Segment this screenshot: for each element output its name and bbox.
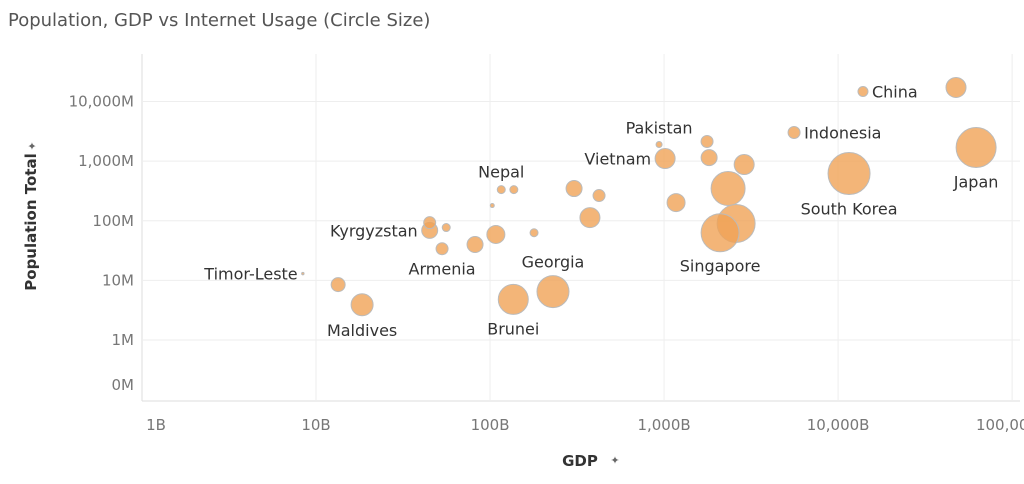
bubble xyxy=(700,213,740,253)
point-label: Nepal xyxy=(478,163,524,182)
bubble xyxy=(496,185,506,195)
bubble xyxy=(497,283,529,315)
bubble xyxy=(733,154,755,176)
pin-icon: ✦ xyxy=(26,141,39,150)
bubble xyxy=(529,228,539,238)
bubble xyxy=(700,149,718,167)
x-tick-label: 100,000B xyxy=(976,416,1024,434)
bubble xyxy=(565,180,583,198)
y-tick-label: 0M xyxy=(112,376,135,394)
point-label: Japan xyxy=(953,173,999,192)
bubble xyxy=(466,236,484,254)
bubble xyxy=(536,275,570,309)
bubble xyxy=(955,127,997,169)
bubble xyxy=(509,185,519,195)
bubble xyxy=(423,216,437,230)
point-label: Kyrgyzstan xyxy=(330,221,418,240)
point-label: Armenia xyxy=(409,260,476,279)
y-tick-label: 10,000M xyxy=(69,93,134,111)
bubble xyxy=(435,242,449,256)
bubble xyxy=(700,135,714,149)
bubbles xyxy=(301,76,997,317)
bubble xyxy=(489,203,495,209)
bubble xyxy=(710,171,746,207)
point-label: China xyxy=(872,83,918,102)
bubble xyxy=(857,86,869,98)
point-label: Timor-Leste xyxy=(203,265,297,284)
bubble xyxy=(441,223,451,233)
point-label: Georgia xyxy=(522,253,585,272)
chart-title: Population, GDP vs Internet Usage (Circl… xyxy=(8,10,431,31)
x-tick-label: 1B xyxy=(146,416,166,434)
point-label: Pakistan xyxy=(626,119,693,138)
bubble xyxy=(350,293,374,317)
x-axis-title-text: GDP xyxy=(562,452,598,470)
gridlines xyxy=(141,54,1020,402)
bubble xyxy=(592,189,606,203)
bubble xyxy=(579,207,601,229)
point-label: Brunei xyxy=(487,319,539,338)
x-tick-label: 10B xyxy=(301,416,330,434)
bubble xyxy=(654,148,676,170)
bubble xyxy=(827,152,871,196)
y-tick-label: 1,000M xyxy=(78,152,134,170)
y-axis-title[interactable]: Population Total ✦ xyxy=(22,141,40,290)
tick-labels: 1B 10B 100B 1,000B 10,000B 100,000B 10,000M 1,0… xyxy=(69,93,1024,434)
point-label: Indonesia xyxy=(804,124,881,143)
bubble xyxy=(486,224,506,244)
y-axis-title-text: Population Total xyxy=(22,153,40,290)
point-label: Maldives xyxy=(327,321,397,340)
x-tick-label: 100B xyxy=(471,416,510,434)
y-tick-label: 1M xyxy=(112,331,135,349)
point-label: South Korea xyxy=(801,200,898,219)
point-label: Singapore xyxy=(680,257,761,276)
y-tick-label: 100M xyxy=(92,212,134,230)
pin-icon: ✦ xyxy=(610,454,619,467)
bubble xyxy=(945,76,967,98)
bubble xyxy=(301,271,305,276)
bubble xyxy=(655,141,663,149)
point-label: Vietnam xyxy=(584,150,651,169)
bubble xyxy=(666,193,686,213)
point-labels: Timor-Leste Maldives Kyrgyzstan Armenia Nepa… xyxy=(203,83,998,340)
y-tick-label: 10M xyxy=(102,271,134,289)
x-tick-label: 10,000B xyxy=(807,416,870,434)
bubble xyxy=(330,277,346,293)
bubble xyxy=(787,126,801,140)
x-axis-title[interactable]: GDP ✦ xyxy=(562,452,619,470)
x-tick-label: 1,000B xyxy=(637,416,690,434)
